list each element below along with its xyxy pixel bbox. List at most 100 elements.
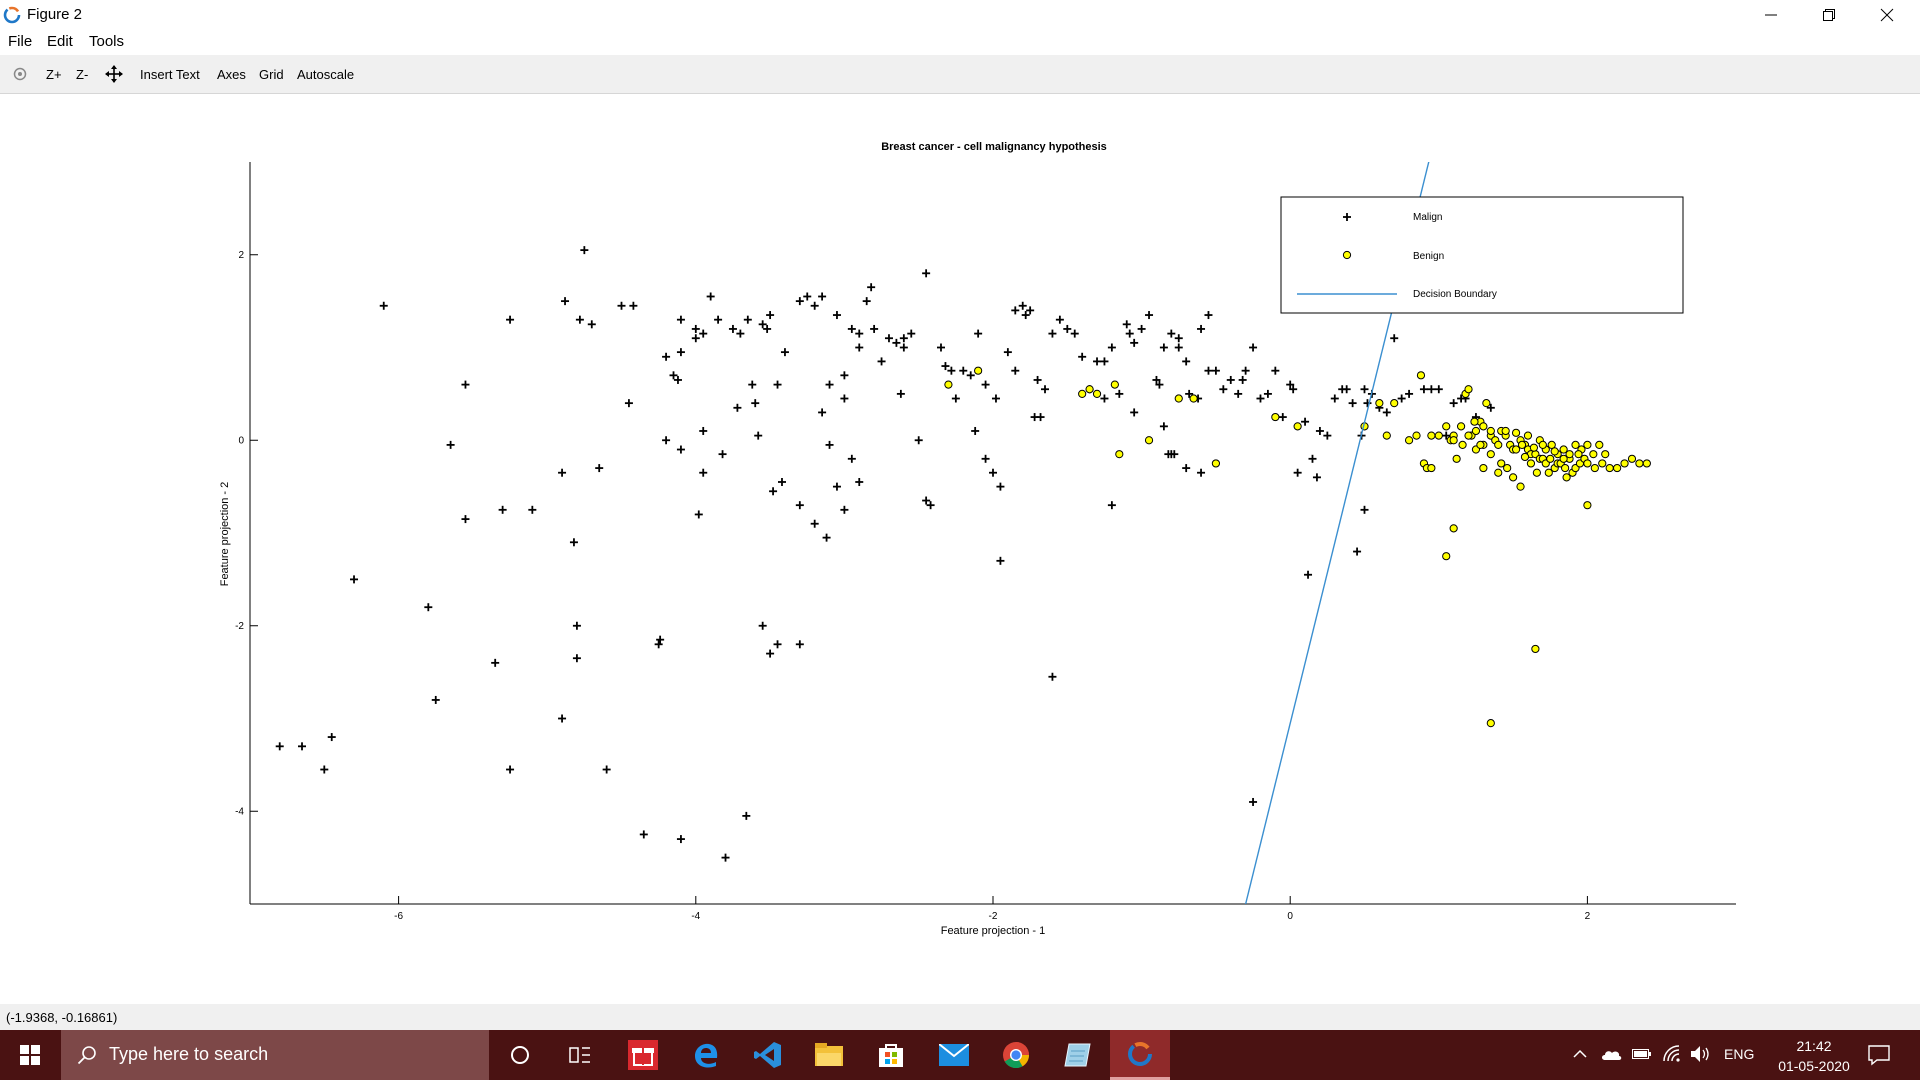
- chrome-button[interactable]: [986, 1030, 1046, 1080]
- malign-point: [350, 575, 359, 584]
- malign-point: [847, 324, 856, 333]
- start-button[interactable]: [0, 1030, 60, 1080]
- notifications-icon[interactable]: [1868, 1044, 1890, 1066]
- malign-point: [1174, 334, 1183, 343]
- malign-point: [602, 765, 611, 774]
- malign-point: [855, 477, 864, 486]
- tray-overflow-chevron-icon[interactable]: [1573, 1048, 1587, 1060]
- notepad-button[interactable]: [1048, 1030, 1108, 1080]
- vscode-button[interactable]: [738, 1030, 798, 1080]
- benign-point: [1571, 440, 1580, 449]
- y-tick-label: 0: [238, 435, 244, 446]
- cortana-button[interactable]: [490, 1030, 550, 1080]
- benign-point: [1501, 426, 1510, 436]
- malign-point: [617, 301, 626, 310]
- close-button[interactable]: [1858, 0, 1916, 30]
- malign-point: [1003, 348, 1012, 357]
- benign-point: [1390, 399, 1399, 408]
- malign-point: [825, 380, 834, 389]
- benign-point: [1601, 450, 1610, 459]
- malign-point: [721, 853, 730, 862]
- x-axis-label: Feature projection - 1: [941, 925, 1046, 937]
- malign-point: [751, 399, 760, 408]
- malign-point: [1182, 357, 1191, 366]
- benign-point: [1516, 482, 1525, 491]
- malign-point: [1442, 431, 1451, 440]
- benign-point: [1479, 422, 1488, 431]
- malign-point: [461, 380, 470, 389]
- malign-point: [587, 320, 596, 329]
- language-indicator[interactable]: ENG: [1724, 1046, 1755, 1062]
- store-button[interactable]: [861, 1030, 921, 1080]
- onedrive-cloud-icon[interactable]: [1600, 1046, 1622, 1062]
- menu-edit[interactable]: Edit: [47, 33, 73, 50]
- autoscale-button[interactable]: Autoscale: [297, 67, 355, 82]
- edge-button[interactable]: [676, 1030, 736, 1080]
- grid-button[interactable]: Grid: [259, 67, 284, 82]
- malign-point: [327, 733, 336, 742]
- malign-point: [699, 426, 708, 435]
- clock-date[interactable]: 01-05-2020: [1778, 1058, 1850, 1074]
- insert-text-button[interactable]: Insert Text: [140, 67, 200, 82]
- malign-point: [1249, 797, 1258, 806]
- malign-point: [780, 348, 789, 357]
- malign-point: [298, 742, 307, 751]
- benign-point: [1189, 394, 1198, 403]
- malign-point: [669, 371, 678, 380]
- y-axis-label: Feature projection - 2: [219, 482, 231, 587]
- zoom-out-button[interactable]: Z-: [76, 67, 89, 82]
- rotate-icon[interactable]: [12, 66, 28, 82]
- benign-point: [1532, 468, 1541, 477]
- benign-point: [1531, 644, 1540, 654]
- mail-button[interactable]: [924, 1030, 984, 1080]
- axes-button[interactable]: Axes: [217, 67, 246, 82]
- malign-point: [1323, 431, 1332, 440]
- gift-app-icon: [628, 1040, 658, 1070]
- clock-time[interactable]: 21:42: [1796, 1038, 1832, 1054]
- malign-point: [575, 315, 584, 324]
- volume-icon[interactable]: [1690, 1045, 1712, 1063]
- x-tick-label: -4: [691, 911, 700, 922]
- malign-point: [1115, 389, 1124, 398]
- malign-point: [840, 371, 849, 380]
- menu-file[interactable]: File: [8, 33, 33, 50]
- octave-taskbar-button[interactable]: [1110, 1030, 1170, 1080]
- malign-point: [989, 468, 997, 477]
- benign-point: [1458, 440, 1467, 449]
- wifi-icon[interactable]: [1662, 1044, 1682, 1064]
- malign-point: [1107, 501, 1116, 510]
- benign-point: [1559, 454, 1568, 463]
- malign-point: [855, 329, 864, 338]
- malign-point: [981, 380, 990, 389]
- figure-canvas[interactable]: Breast cancer - cell malignancy hypothes…: [0, 94, 1920, 1004]
- malign-point: [275, 742, 284, 751]
- malign-point: [1226, 375, 1235, 384]
- benign-point: [1110, 380, 1119, 389]
- malign-point: [951, 394, 960, 403]
- malign-point: [424, 603, 433, 612]
- malign-point: [758, 320, 767, 329]
- gift-app-button[interactable]: [613, 1030, 673, 1080]
- zoom-in-button[interactable]: Z+: [46, 67, 62, 82]
- restore-button[interactable]: [1800, 0, 1858, 30]
- task-view-button[interactable]: [550, 1030, 610, 1080]
- malign-point: [847, 454, 856, 463]
- pan-icon[interactable]: [105, 65, 123, 83]
- malign-point: [758, 621, 767, 630]
- malign-point: [907, 329, 916, 338]
- file-explorer-button[interactable]: [799, 1030, 859, 1080]
- malign-point: [718, 450, 727, 459]
- taskbar-search-box[interactable]: Type here to search: [61, 1030, 489, 1080]
- battery-icon[interactable]: [1632, 1047, 1652, 1061]
- window-title: Figure 2: [27, 6, 83, 23]
- x-tick-label: -6: [394, 911, 403, 922]
- minimize-button[interactable]: [1742, 0, 1800, 30]
- malign-point: [1219, 385, 1228, 394]
- benign-point: [1635, 459, 1644, 468]
- menu-tools[interactable]: Tools: [89, 33, 125, 50]
- malign-point: [1234, 389, 1243, 398]
- malign-point: [1107, 343, 1116, 352]
- malign-point: [1427, 385, 1436, 394]
- legend-malign-marker: [1343, 213, 1351, 221]
- malign-point: [558, 468, 567, 477]
